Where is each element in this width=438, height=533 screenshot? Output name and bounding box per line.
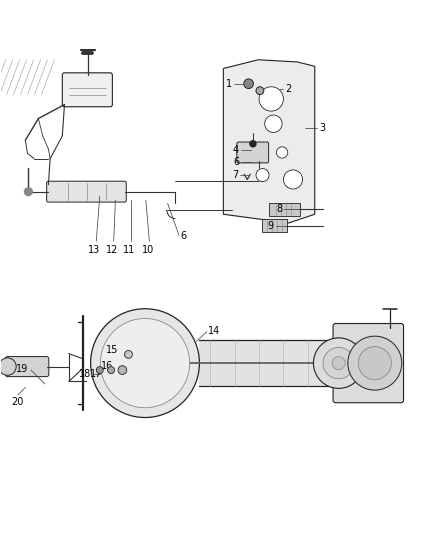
Circle shape (108, 367, 115, 374)
Text: 8: 8 (276, 205, 283, 214)
Text: 6: 6 (234, 157, 240, 167)
Circle shape (259, 87, 283, 111)
Text: 12: 12 (106, 245, 118, 255)
Circle shape (96, 367, 103, 374)
Text: 10: 10 (141, 245, 154, 255)
Circle shape (358, 346, 391, 379)
Text: 14: 14 (208, 326, 220, 336)
Circle shape (348, 336, 402, 390)
Circle shape (25, 188, 32, 196)
Circle shape (256, 87, 264, 94)
Circle shape (283, 170, 303, 189)
Circle shape (0, 358, 16, 375)
Circle shape (91, 309, 199, 417)
Text: 6: 6 (181, 231, 187, 241)
Text: 20: 20 (11, 397, 23, 407)
Text: 7: 7 (232, 170, 238, 180)
FancyBboxPatch shape (269, 203, 300, 216)
Text: 17: 17 (90, 368, 102, 378)
Circle shape (265, 115, 282, 133)
Circle shape (124, 351, 132, 358)
Text: 16: 16 (101, 361, 113, 371)
Circle shape (323, 348, 354, 379)
Text: 2: 2 (285, 84, 291, 94)
Circle shape (244, 79, 253, 88)
FancyBboxPatch shape (333, 324, 403, 403)
Text: 19: 19 (16, 364, 28, 374)
Circle shape (314, 338, 364, 389)
Text: 1: 1 (226, 79, 232, 89)
Circle shape (276, 147, 288, 158)
FancyBboxPatch shape (199, 341, 339, 386)
Text: 4: 4 (233, 145, 239, 155)
Text: 18: 18 (79, 368, 91, 378)
FancyBboxPatch shape (237, 142, 268, 163)
Text: 15: 15 (106, 345, 118, 356)
Circle shape (100, 319, 190, 408)
FancyBboxPatch shape (261, 220, 287, 232)
FancyBboxPatch shape (62, 73, 113, 107)
FancyBboxPatch shape (47, 181, 126, 202)
Text: 11: 11 (123, 245, 135, 255)
Text: 3: 3 (319, 123, 325, 133)
Circle shape (118, 366, 127, 375)
Text: 9: 9 (268, 221, 274, 231)
FancyBboxPatch shape (5, 357, 49, 377)
Circle shape (332, 357, 345, 370)
Text: 13: 13 (88, 245, 101, 255)
Circle shape (250, 141, 256, 147)
Polygon shape (223, 60, 315, 223)
Circle shape (256, 168, 269, 182)
